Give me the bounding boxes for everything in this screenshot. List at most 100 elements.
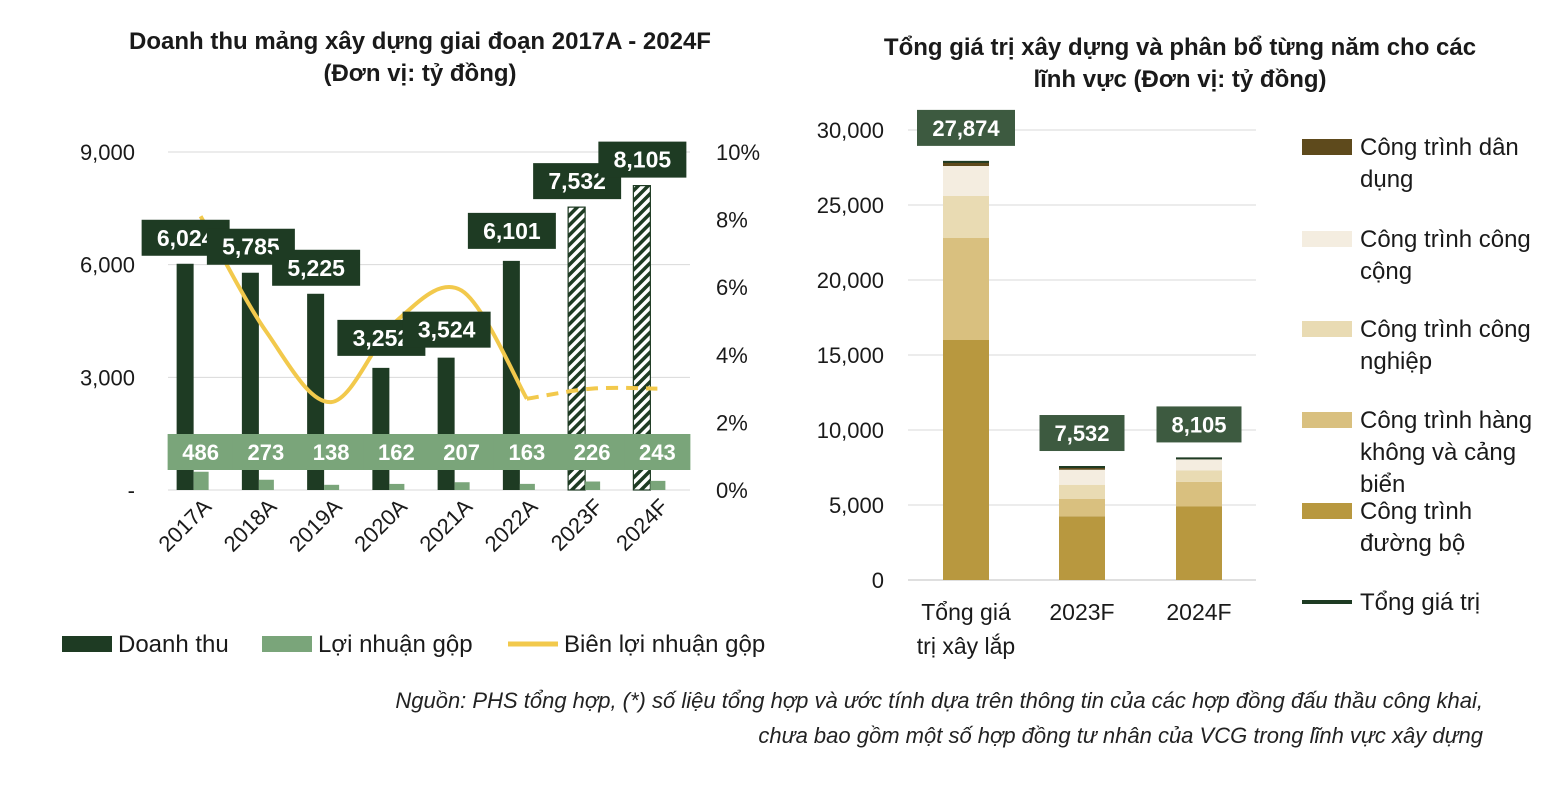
margin-line-forecast <box>526 385 658 401</box>
y2-tick-label: 8% <box>716 208 748 233</box>
y-tick-label: 30,000 <box>817 118 884 143</box>
y2-tick-label: 4% <box>716 343 748 368</box>
gross-profit-bar <box>389 483 405 490</box>
stacked-segment <box>1059 499 1105 517</box>
y-tick-label: 5,000 <box>829 493 884 518</box>
y-tick-label: - <box>128 478 135 503</box>
gross-profit-data-label: 163 <box>509 440 546 465</box>
y-tick-label: 6,000 <box>80 253 135 278</box>
chart2-construction-value: 0 5,000 10,000 15,000 20,000 25,000 30,000 27,8… <box>817 109 1532 659</box>
total-data-label: 7,532 <box>1054 421 1109 446</box>
revenue-data-label: 3,252 <box>353 325 411 351</box>
legend-swatch <box>1302 503 1352 519</box>
stacked-segment <box>1059 516 1105 580</box>
gross-profit-data-label: 138 <box>313 440 350 465</box>
chart1-revenue: - 3,000 6,000 9,000 0% 2% 4% 6% 8% 10% 6,024 5,785 5… <box>62 140 765 658</box>
revenue-bar <box>502 260 520 490</box>
stacked-segment <box>1059 467 1105 470</box>
total-label-box <box>917 109 1015 146</box>
revenue-data-label: 3,524 <box>418 317 476 343</box>
legend-label: Công trình hàng <box>1360 407 1532 434</box>
legend-label: Công trình công <box>1360 316 1531 343</box>
total-data-label: 27,874 <box>932 116 1000 141</box>
y-tick-label: 20,000 <box>817 268 884 293</box>
legend-swatch <box>1302 139 1352 155</box>
y-tick-label: 25,000 <box>817 193 884 218</box>
x-tick-label: 2024F <box>1166 599 1231 625</box>
y2-tick-label: 0% <box>716 478 748 503</box>
gross-profit-label-box <box>493 434 560 470</box>
gross-profit-data-label: 162 <box>378 440 415 465</box>
gross-profit-label-box <box>298 434 365 470</box>
revenue-bar <box>632 185 651 491</box>
revenue-data-label: 6,101 <box>483 218 541 244</box>
legend-label: Lợi nhuận gộp <box>318 631 473 658</box>
gross-profit-label-box <box>363 434 430 470</box>
legend-label: Tổng giá trị <box>1360 589 1480 616</box>
stacked-segment <box>1176 506 1222 580</box>
stacked-segment <box>1176 459 1222 471</box>
stacked-segment <box>943 238 989 340</box>
revenue-data-label: 6,024 <box>157 225 215 251</box>
gross-profit-data-label: 486 <box>182 440 219 465</box>
gross-profit-bar <box>585 481 601 490</box>
gross-profit-label-box <box>232 434 299 470</box>
legend-label: Công trình công <box>1360 226 1531 253</box>
legend-label: Doanh thu <box>118 631 229 658</box>
legend-label: cộng <box>1360 258 1412 285</box>
revenue-data-label: 8,105 <box>614 147 672 173</box>
legend-swatch <box>262 636 312 652</box>
gross-profit-bar <box>258 479 274 490</box>
revenue-data-label: 7,532 <box>548 168 606 194</box>
chart2-title: Tổng giá trị xây dựng và phân bổ từng nă… <box>883 34 1477 93</box>
gross-profit-label-box <box>624 434 691 470</box>
legend-label: Công trình <box>1360 498 1472 525</box>
chart1-title: Doanh thu mảng xây dựng giai đoạn 2017A … <box>129 28 711 87</box>
legend-label: dụng <box>1360 166 1413 193</box>
x-tick-label: trị xây lắp <box>917 633 1015 659</box>
y-tick-label: 3,000 <box>80 365 135 390</box>
revenue-label-box <box>467 212 556 249</box>
total-label-box <box>1156 406 1242 443</box>
y2-tick-label: 6% <box>716 275 748 300</box>
stacked-segment <box>1176 470 1222 482</box>
source-note-line1: Nguồn: PHS tổng hợp, (*) số liệu tổng hợ… <box>395 688 1483 713</box>
gross-profit-bar <box>519 483 535 490</box>
margin-line <box>198 215 529 405</box>
stacked-segment <box>1059 484 1105 499</box>
revenue-bar <box>567 206 586 491</box>
legend-label: Biên lợi nhuận gộp <box>564 631 765 658</box>
legend-swatch <box>62 636 112 652</box>
gross-profit-label-box <box>428 434 495 470</box>
legend-swatch <box>1302 231 1352 247</box>
legend-label: nghiệp <box>1360 348 1432 375</box>
gross-profit-bar <box>454 482 470 490</box>
gross-profit-data-label: 243 <box>639 440 676 465</box>
legend-label: không và cảng <box>1360 439 1516 466</box>
legend-label: đường bộ <box>1360 530 1465 557</box>
revenue-data-label: 5,225 <box>287 255 345 281</box>
gross-profit-label-box <box>167 434 234 470</box>
stacked-segment <box>943 166 989 196</box>
y-tick-label: 15,000 <box>817 343 884 368</box>
x-tick-label: Tổng giá <box>921 599 1011 625</box>
legend-swatch <box>1302 412 1352 428</box>
stacked-segment <box>943 340 989 580</box>
total-data-label: 8,105 <box>1171 412 1226 437</box>
y-tick-label: 0 <box>872 568 884 593</box>
y2-tick-label: 2% <box>716 410 748 435</box>
y-tick-label: 9,000 <box>80 140 135 165</box>
x-tick-label: 2023F <box>1049 599 1114 625</box>
stacked-segment <box>1176 481 1222 507</box>
total-label-box <box>1039 415 1125 452</box>
legend-label: Công trình dân <box>1360 134 1519 161</box>
gross-profit-bar <box>193 471 209 490</box>
source-note-line2: chưa bao gồm một số hợp đồng tư nhân của… <box>758 723 1483 748</box>
revenue-label-box <box>598 141 687 178</box>
revenue-label-box <box>402 311 491 348</box>
gross-profit-data-label: 226 <box>574 440 611 465</box>
gross-profit-label-box <box>559 434 626 470</box>
stacked-segment <box>1059 469 1105 485</box>
stacked-segment <box>943 161 989 166</box>
y2-tick-label: 10% <box>716 140 760 165</box>
